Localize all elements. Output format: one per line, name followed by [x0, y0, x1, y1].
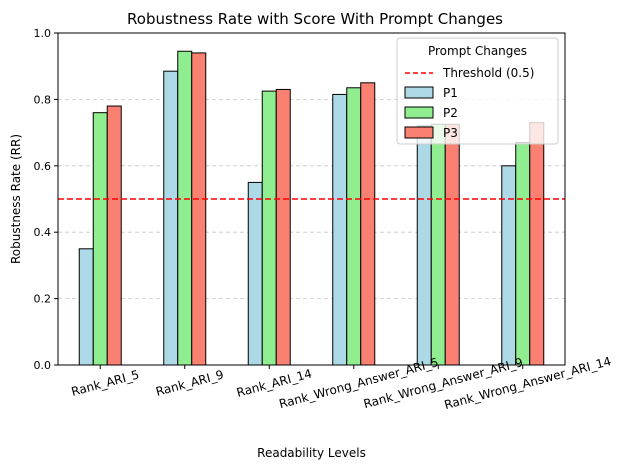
x-tick-label: Rank_ARI_9 — [154, 367, 225, 399]
legend-label-p2: P2 — [443, 106, 458, 120]
bar-p1-0 — [78, 248, 94, 366]
chart-title: Robustness Rate with Score With Prompt C… — [127, 10, 503, 28]
y-tick-label: 0.8 — [34, 93, 52, 106]
x-tick-label: Rank_ARI_5 — [70, 367, 141, 399]
bar-p2-1 — [177, 50, 193, 366]
y-axis-label: Robustness Rate (RR) — [9, 134, 23, 264]
bar-p3-1 — [191, 52, 207, 366]
legend-label-p1: P1 — [443, 86, 458, 100]
bars-group — [78, 50, 545, 366]
x-axis-label: Readability Levels — [257, 446, 366, 460]
bar-p3-4 — [444, 123, 460, 366]
legend-swatch-p2 — [404, 106, 434, 119]
bar-p1-4 — [416, 125, 432, 366]
bar-p2-4 — [430, 123, 446, 366]
bar-p3-0 — [106, 105, 122, 366]
bar-p2-3 — [346, 87, 362, 366]
y-tick-label: 0.4 — [34, 226, 52, 239]
bar-p2-5 — [515, 142, 531, 366]
bar-p2-2 — [261, 90, 277, 366]
plot-area-frame — [57, 32, 566, 366]
legend-box — [396, 37, 559, 145]
bar-p1-1 — [163, 70, 179, 366]
bar-p2-0 — [92, 112, 108, 366]
bar-p1-3 — [332, 93, 348, 366]
legend-swatch-p1 — [404, 86, 434, 99]
legend-threshold-label: Threshold (0.5) — [442, 66, 534, 80]
y-tick-label: 0.2 — [34, 293, 52, 306]
bar-p1-5 — [501, 165, 517, 366]
legend-label-p3: P3 — [443, 126, 458, 140]
bar-p1-2 — [247, 181, 263, 366]
bar-p3-2 — [275, 88, 291, 366]
y-axis: 0.0 0.2 0.4 0.6 0.8 1.0 — [34, 27, 58, 372]
legend-title: Prompt Changes — [428, 44, 527, 58]
y-tick-label: 0.0 — [34, 359, 52, 372]
bar-p3-3 — [360, 82, 376, 366]
y-tick-label: 1.0 — [34, 27, 52, 40]
y-tick-label: 0.6 — [34, 160, 52, 173]
legend-swatch-p3 — [404, 126, 434, 139]
bar-p3-5 — [529, 122, 545, 366]
legend: Prompt Changes Threshold (0.5) P1 P2 P3 — [396, 37, 559, 145]
